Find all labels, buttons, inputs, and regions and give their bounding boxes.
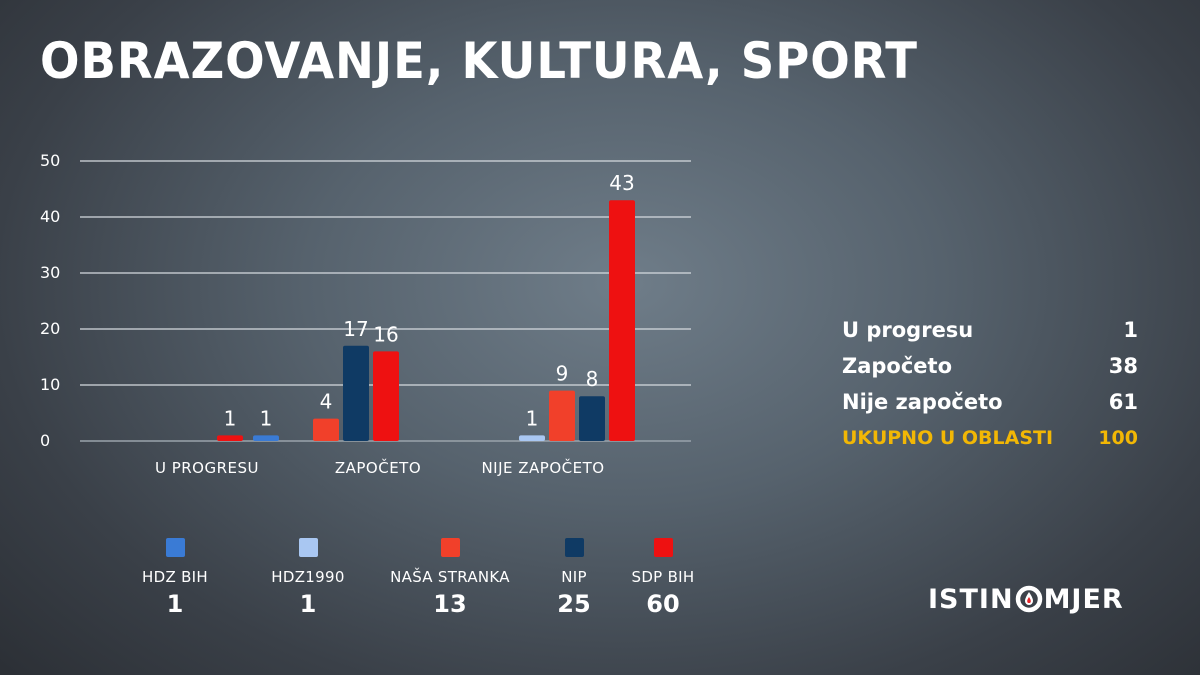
- legend-item-nasa-stranka: NAŠA STRANKA 13: [370, 538, 530, 618]
- data-label: 16: [373, 322, 398, 346]
- bar: [373, 351, 399, 441]
- summary-label: U progresu: [842, 318, 974, 342]
- summary-value: 38: [1108, 354, 1138, 378]
- bar: [253, 435, 279, 441]
- legend-name: NIP: [561, 568, 587, 586]
- legend-total: 1: [166, 590, 184, 618]
- summary-value: 61: [1108, 390, 1138, 414]
- category-label: ZAPOČETO: [335, 458, 421, 477]
- summary-row-zapoceto: Započeto 38: [842, 348, 1138, 384]
- legend-item-hdz1990: HDZ1990 1: [228, 538, 388, 618]
- bar: [343, 345, 369, 441]
- logo-text-right: MJER: [1043, 583, 1124, 615]
- istinomjer-logo-mark-icon: [1015, 585, 1042, 613]
- data-label: 17: [343, 317, 368, 341]
- legend-swatch-sdp-bih: [653, 538, 673, 557]
- legend-item-nip: NIP 25: [494, 538, 654, 618]
- summary-row-nije-zapoceto: Nije započeto 61: [842, 384, 1138, 420]
- y-tick-label: 50: [40, 151, 60, 170]
- bar: [217, 435, 243, 441]
- legend-swatch-nasa-stranka: [440, 538, 460, 557]
- summary-total-value: 100: [1098, 427, 1138, 449]
- summary-total-label: UKUPNO U OBLASTI: [842, 427, 1054, 449]
- bar: [549, 390, 575, 441]
- bar: [579, 396, 605, 441]
- y-tick-label: 10: [40, 375, 60, 394]
- data-label: 1: [526, 406, 539, 430]
- legend-item-hdz-bih: HDZ BIH 1: [95, 538, 255, 618]
- data-label: 4: [320, 390, 333, 414]
- summary-value: 1: [1123, 318, 1138, 342]
- data-label: 8: [586, 367, 599, 391]
- category-label: NIJE ZAPOČETO: [481, 458, 604, 477]
- legend-swatch-hdz-bih: [165, 538, 185, 557]
- legend-name: SDP BIH: [631, 568, 695, 586]
- summary-table: U progresu 1 Započeto 38 Nije započeto 6…: [842, 312, 1138, 456]
- legend-name: HDZ BIH: [142, 568, 208, 586]
- y-tick-label: 40: [40, 207, 60, 226]
- data-label: 43: [609, 171, 634, 195]
- legend-name: HDZ1990: [271, 568, 345, 586]
- y-tick-label: 0: [40, 431, 50, 450]
- bar: [313, 418, 339, 441]
- legend-total: 25: [557, 590, 591, 618]
- data-label: 1: [260, 406, 273, 430]
- data-label: 9: [556, 362, 569, 386]
- bar: [519, 435, 545, 441]
- summary-label: Započeto: [842, 354, 953, 378]
- summary-label: Nije započeto: [842, 390, 1003, 414]
- legend-name: NAŠA STRANKA: [390, 568, 510, 586]
- legend-total: 60: [646, 590, 680, 618]
- summary-row-u-progresu: U progresu 1: [842, 312, 1138, 348]
- y-tick-label: 30: [40, 263, 60, 282]
- summary-row-total: UKUPNO U OBLASTI 100: [842, 420, 1138, 456]
- legend-swatch-nip: [564, 538, 584, 557]
- legend-item-sdp-bih: SDP BIH 60: [583, 538, 743, 618]
- bar: [609, 200, 635, 441]
- data-label: 1: [224, 406, 237, 430]
- page-title: OBRAZOVANJE, KULTURA, SPORT: [40, 32, 918, 90]
- istinomjer-logo: ISTIN MJER: [928, 582, 1124, 616]
- logo-text-left: ISTIN: [928, 583, 1014, 615]
- legend-total: 1: [299, 590, 317, 618]
- y-tick-label: 20: [40, 319, 60, 338]
- legend-swatch-hdz1990: [298, 538, 318, 557]
- legend-total: 13: [433, 590, 467, 618]
- category-label: U PROGRESU: [155, 459, 259, 477]
